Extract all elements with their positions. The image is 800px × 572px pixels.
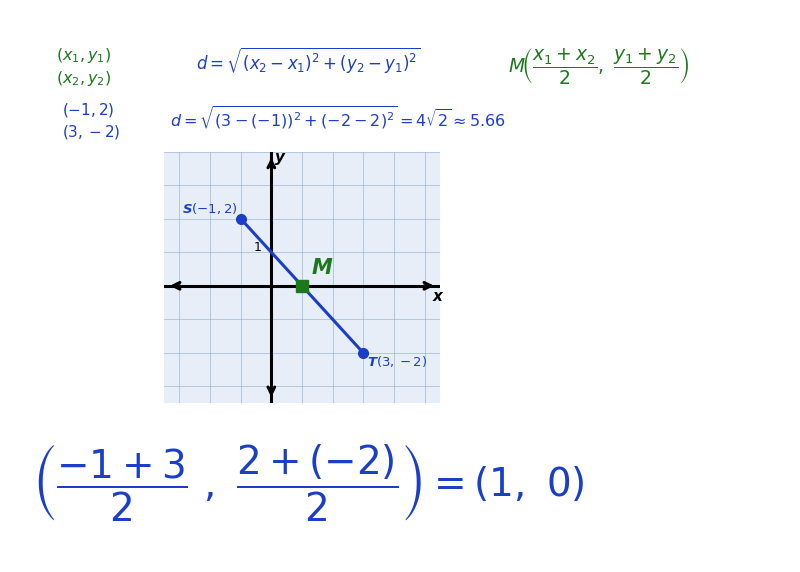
Text: $(x_1, y_1)$: $(x_1, y_1)$ [56,46,111,65]
Text: $\boldsymbol{T}(3,-2)$: $\boldsymbol{T}(3,-2)$ [367,353,427,369]
Text: y: y [275,150,285,165]
Text: $(-1,2)$: $(-1,2)$ [62,101,115,119]
Text: $d=\sqrt{(3-(-1))^2+(-2-2)^2}=4\sqrt{2}\approx5.66$: $d=\sqrt{(3-(-1))^2+(-2-2)^2}=4\sqrt{2}\… [170,105,506,132]
Text: $d=\sqrt{(x_2-x_1)^2+(y_2-y_1)^2}$: $d=\sqrt{(x_2-x_1)^2+(y_2-y_1)^2}$ [196,46,421,77]
Text: $M\!\left(\dfrac{x_1+x_2}{2},\ \dfrac{y_1+y_2}{2}\right)$: $M\!\left(\dfrac{x_1+x_2}{2},\ \dfrac{y_… [508,46,690,86]
Text: $\boldsymbol{S}(-1,2)$: $\boldsymbol{S}(-1,2)$ [182,201,238,216]
Text: $(3,-2)$: $(3,-2)$ [62,122,121,141]
Text: 1: 1 [254,241,262,253]
Text: $(x_2, y_2)$: $(x_2, y_2)$ [56,69,111,88]
Text: $\left(\dfrac{-1+3}{2}\ ,\ \dfrac{2+(-2)}{2}\right)=(1,\ 0)$: $\left(\dfrac{-1+3}{2}\ ,\ \dfrac{2+(-2)… [32,443,585,524]
Text: $\boldsymbol{M}$: $\boldsymbol{M}$ [311,258,334,278]
Text: x: x [432,289,442,304]
